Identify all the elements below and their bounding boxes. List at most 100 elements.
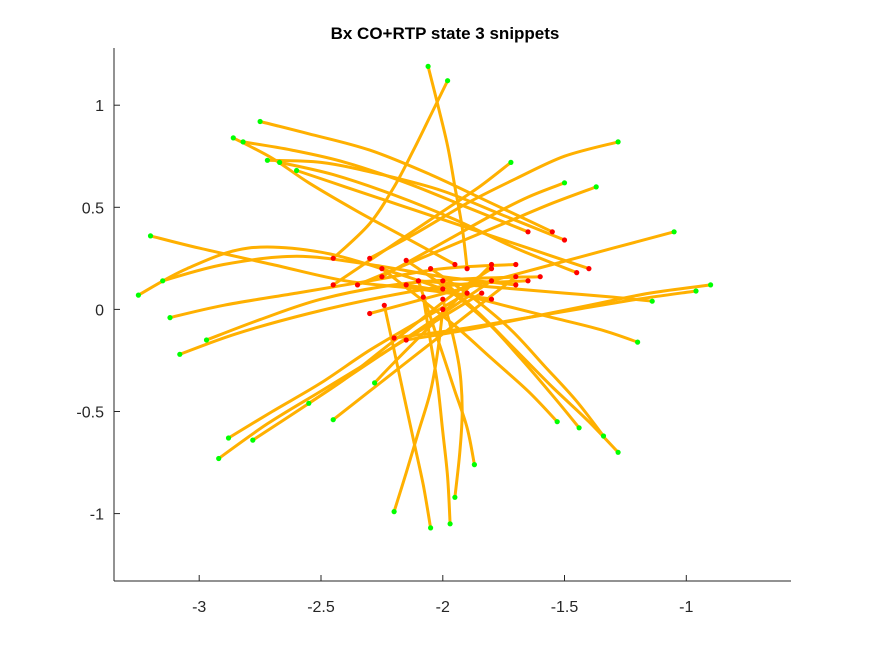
start-marker-18	[593, 184, 599, 190]
trajectory-line-26	[404, 258, 581, 430]
start-marker-30	[452, 494, 458, 500]
x-tick-label: -2	[436, 599, 450, 616]
start-marker-34	[216, 455, 222, 462]
end-marker-31	[440, 306, 446, 312]
start-marker-32	[428, 525, 434, 531]
end-marker-18	[354, 282, 361, 288]
y-tick-label: 1	[95, 98, 104, 115]
y-ticks: -1 -0.5 0 0.5 1	[76, 98, 120, 524]
start-marker-24	[615, 449, 621, 455]
end-marker-10	[561, 237, 568, 243]
trajectory-line-35	[251, 279, 493, 442]
y-tick-label: 0.5	[82, 200, 104, 217]
start-marker-14	[445, 78, 451, 84]
start-marker-15	[508, 159, 514, 165]
trajectory-line-21	[392, 289, 698, 340]
end-marker-2	[488, 296, 495, 302]
start-marker-35	[250, 437, 256, 443]
trajectory-line-3	[161, 254, 518, 287]
start-marker-31	[391, 509, 397, 515]
trajectory-line-1	[136, 245, 445, 297]
end-marker-32	[381, 302, 387, 308]
end-marker-22	[403, 282, 409, 288]
end-marker-36	[488, 266, 495, 272]
end-marker-14	[330, 255, 336, 261]
start-marker-6	[203, 337, 210, 343]
end-marker-37	[513, 274, 519, 280]
end-marker-15	[330, 282, 336, 288]
end-marker-8	[525, 229, 531, 235]
start-marker-37	[330, 417, 336, 423]
trajectory-line-7	[231, 136, 457, 266]
x-ticks: -3 -2.5 -2 -1.5 -1	[192, 575, 694, 616]
trajectory-line-36	[307, 267, 493, 405]
start-marker-4	[177, 351, 183, 357]
end-marker-24	[440, 278, 446, 284]
end-marker-1	[440, 286, 446, 292]
chart-title: Bx CO+RTP state 3 snippets	[331, 24, 560, 43]
start-marker-7	[230, 135, 236, 141]
trajectory-line-30	[441, 297, 464, 499]
start-marker-10	[264, 157, 270, 163]
x-tick-label: -2.5	[307, 599, 335, 616]
end-marker-13	[464, 266, 470, 272]
end-marker-34	[479, 290, 485, 296]
trajectory-line-29	[421, 295, 452, 526]
end-marker-35	[488, 278, 495, 284]
trajectory-line-23	[416, 279, 654, 303]
x-tick-label: -3	[192, 599, 206, 616]
trajectory-line-37	[331, 275, 518, 422]
start-marker-25	[600, 433, 607, 439]
trajectory-line-33	[227, 291, 469, 440]
start-marker-13	[425, 63, 431, 69]
trajectory-line-15	[331, 160, 513, 287]
y-tick-label: -0.5	[76, 405, 104, 422]
start-marker-38	[372, 380, 378, 386]
start-marker-20	[708, 282, 714, 288]
marker-layer	[135, 63, 714, 531]
end-marker-3	[513, 282, 519, 288]
axes	[113, 48, 791, 582]
end-marker-38	[488, 261, 495, 268]
end-marker-26	[403, 257, 409, 263]
start-marker-5	[167, 315, 173, 321]
end-marker-28	[415, 278, 421, 284]
start-marker-17	[615, 139, 621, 145]
start-marker-1	[135, 292, 141, 298]
y-tick-label: -1	[90, 507, 104, 524]
end-marker-33	[464, 290, 470, 296]
x-tick-label: -1.5	[551, 599, 579, 616]
start-marker-2	[147, 233, 154, 239]
start-marker-26	[576, 425, 582, 431]
start-marker-23	[649, 298, 655, 304]
end-marker-20	[403, 337, 409, 343]
start-marker-19	[671, 229, 677, 235]
start-marker-33	[225, 435, 232, 441]
trajectory-line-5	[168, 263, 518, 320]
end-marker-19	[367, 310, 373, 317]
trajectory-line-16	[380, 181, 566, 279]
end-marker-11	[574, 270, 580, 276]
end-marker-27	[379, 266, 385, 272]
start-marker-3	[160, 278, 166, 284]
trajectory-layer	[136, 64, 713, 530]
start-marker-36	[306, 400, 312, 406]
trajectory-line-11	[278, 160, 579, 275]
start-marker-29	[447, 521, 453, 527]
end-marker-16	[379, 274, 385, 280]
start-marker-21	[693, 288, 699, 294]
end-marker-25	[428, 266, 434, 272]
trajectory-line-9	[258, 120, 554, 234]
start-marker-28	[471, 462, 477, 468]
end-marker-7	[452, 261, 458, 268]
y-tick-label: 0	[95, 302, 104, 319]
start-marker-11	[277, 159, 283, 165]
end-marker-12	[586, 266, 592, 272]
start-marker-16	[561, 180, 568, 186]
trajectory-line-38	[373, 263, 493, 385]
end-marker-30	[440, 296, 446, 302]
start-marker-9	[257, 118, 263, 125]
end-marker-17	[367, 255, 373, 261]
